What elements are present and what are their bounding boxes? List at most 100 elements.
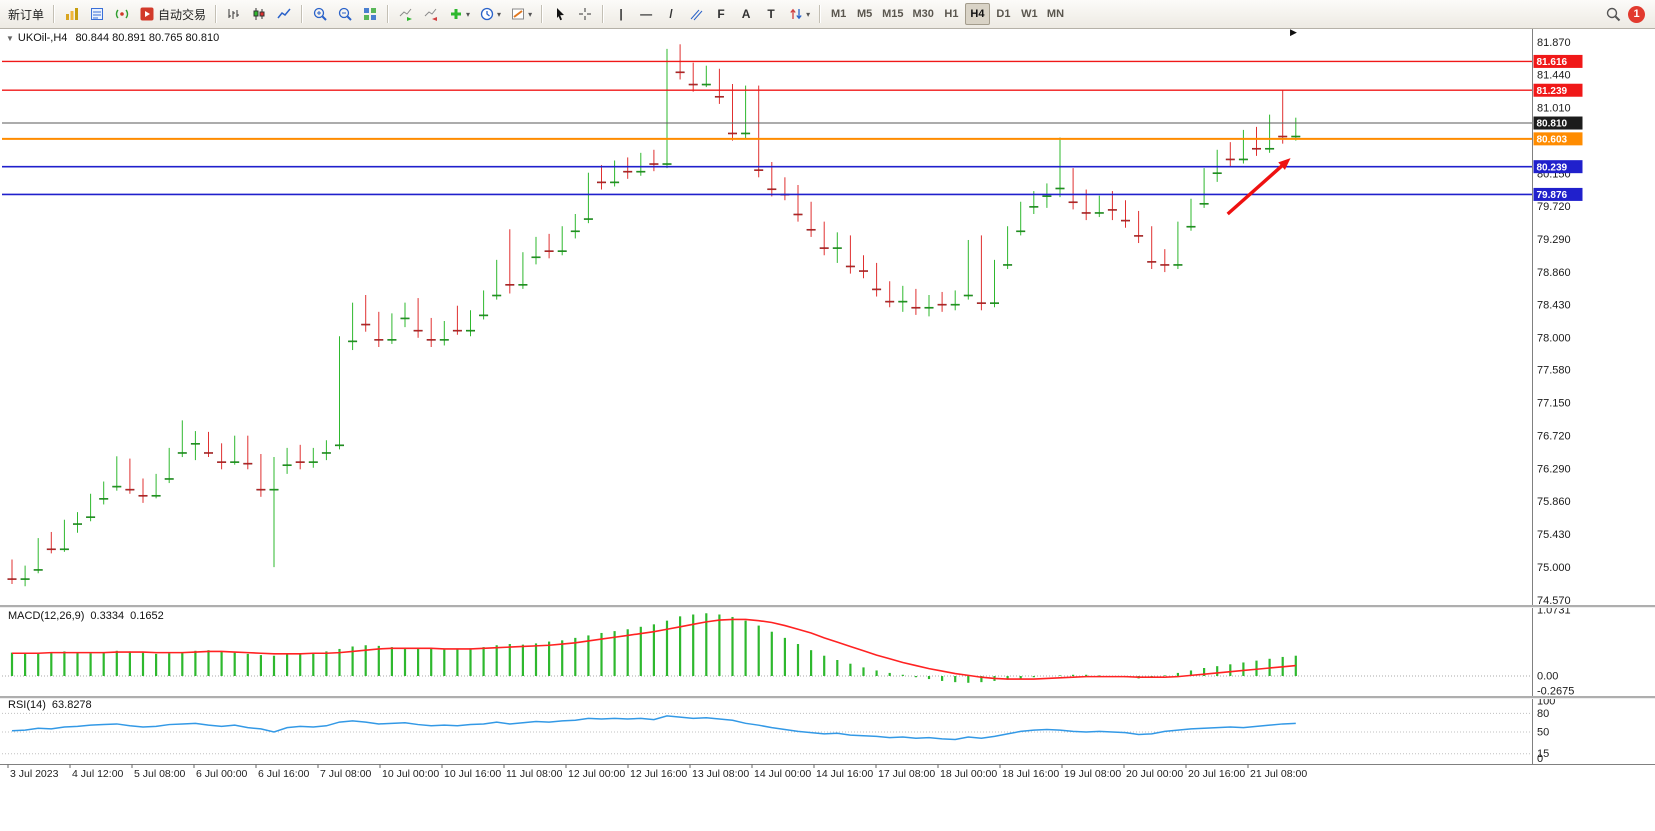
zoom-in-button[interactable] [308,3,332,25]
auto-scroll-button[interactable] [394,3,418,25]
svg-text:18 Jul 16:00: 18 Jul 16:00 [1002,768,1059,780]
svg-text:81.440: 81.440 [1537,70,1571,82]
panel-divider-rsi[interactable] [0,696,1655,699]
chart-shift-button[interactable] [419,3,443,25]
timeframe-m5-button[interactable]: M5 [852,3,877,25]
line-chart-icon [277,8,291,19]
navigator-button[interactable] [110,3,134,25]
rsi-value: 63.8278 [51,699,92,711]
svg-text:81.010: 81.010 [1537,103,1571,115]
chart-shift-icon [424,8,438,21]
svg-text:80.603: 80.603 [1537,134,1568,145]
timeframe-mn-button[interactable]: MN [1043,3,1068,25]
candlestick-chart-button[interactable] [247,3,271,25]
market-watch-icon [66,8,79,20]
svg-text:76.290: 76.290 [1537,463,1571,475]
svg-text:13 Jul 08:00: 13 Jul 08:00 [692,768,749,780]
toolbar-separator [387,5,390,23]
timeframe-w1-button[interactable]: W1 [1017,3,1042,25]
fibonacci-tool-button[interactable]: F [709,3,733,25]
timeframe-m1-button[interactable]: M1 [826,3,851,25]
svg-text:6 Jul 16:00: 6 Jul 16:00 [258,768,310,780]
svg-text:74.570: 74.570 [1537,595,1571,607]
channel-tool-button[interactable] [684,3,708,25]
toolbar-separator [541,5,544,23]
svg-text:75.430: 75.430 [1537,529,1571,541]
search-icon [1606,7,1621,22]
bar-chart-icon [228,9,240,19]
text-tool-button[interactable]: A [734,3,758,25]
zoom-out-button[interactable] [333,3,357,25]
horizontal-line-tool-button[interactable]: — [634,3,658,25]
toolbar: 新订单 自动交易 [0,0,1655,29]
search-button[interactable] [1601,3,1625,25]
autotrading-icon [140,7,154,21]
svg-text:79.876: 79.876 [1537,190,1568,201]
templates-button[interactable]: ▾ [506,3,536,25]
svg-text:78.000: 78.000 [1537,333,1571,345]
new-order-label: 新订单 [8,7,45,22]
svg-text:12 Jul 00:00: 12 Jul 00:00 [568,768,625,780]
cursor-button[interactable] [548,3,572,25]
cursor-icon [557,8,565,21]
svg-text:80: 80 [1537,708,1549,720]
trendline-icon: / [669,7,673,21]
svg-text:-0.2675: -0.2675 [1537,686,1574,698]
vertical-line-tool-button[interactable]: | [609,3,633,25]
zoom-out-icon [338,7,352,21]
horizontal-line-icon: — [640,7,653,21]
arrows-icon [790,8,802,20]
notification-badge[interactable]: 1 [1628,5,1645,23]
svg-text:78.860: 78.860 [1537,267,1571,279]
macd-label: MACD(12,26,9) 0.3334 0.1652 [8,610,170,622]
timeframe-m30-button[interactable]: M30 [909,3,938,25]
indicators-plus-icon [451,9,462,19]
svg-text:78.430: 78.430 [1537,300,1571,312]
line-chart-button[interactable] [272,3,296,25]
bar-chart-button[interactable] [222,3,246,25]
data-window-icon [91,8,104,20]
svg-text:14 Jul 00:00: 14 Jul 00:00 [754,768,811,780]
tile-windows-button[interactable] [358,3,382,25]
svg-text:20 Jul 00:00: 20 Jul 00:00 [1126,768,1183,780]
data-window-button[interactable] [85,3,109,25]
svg-text:81.870: 81.870 [1537,37,1571,49]
equidistant-channel-icon [690,9,703,21]
dropdown-caret-icon: ▾ [466,9,471,19]
svg-text:18 Jul 00:00: 18 Jul 00:00 [940,768,997,780]
dropdown-caret-icon: ▾ [497,9,502,19]
zoom-in-icon [313,7,327,21]
ohlc-values: 80.844 80.891 80.765 80.810 [75,32,220,44]
svg-text:0: 0 [1537,753,1543,765]
crosshair-icon [579,8,592,20]
svg-text:17 Jul 08:00: 17 Jul 08:00 [878,768,935,780]
trendline-tool-button[interactable]: / [659,3,683,25]
timeframe-m15-button[interactable]: M15 [878,3,907,25]
collapse-icon[interactable]: ▼ [6,34,14,43]
clock-icon [480,7,494,21]
shapes-tool-button[interactable]: ▾ [784,3,814,25]
dropdown-caret-icon: ▾ [806,9,811,19]
panel-divider-macd[interactable] [0,605,1655,608]
label-tool-button[interactable]: T [759,3,783,25]
timeframe-h1-button[interactable]: H1 [939,3,964,25]
svg-text:81.616: 81.616 [1537,57,1568,68]
autotrading-button[interactable]: 自动交易 [135,3,210,25]
indicators-button[interactable]: ▾ [444,3,474,25]
dropdown-caret-icon: ▾ [528,9,533,19]
crosshair-button[interactable] [573,3,597,25]
timeframe-h4-button[interactable]: H4 [964,3,990,25]
template-icon [512,8,525,20]
fibonacci-icon: F [717,7,725,21]
periods-button[interactable]: ▾ [475,3,505,25]
new-order-button[interactable]: 新订单 [4,3,48,25]
market-watch-button[interactable] [60,3,84,25]
chart-title: ▼ UKOil-,H4 80.844 80.891 80.765 80.810 [6,32,219,44]
timeframe-d1-button[interactable]: D1 [991,3,1016,25]
scroll-to-end-button[interactable]: ▶ [1290,27,1297,37]
macd-name: MACD(12,26,9) [8,610,85,622]
symbol-label: UKOil-,H4 [17,32,68,44]
label-tool-icon: T [767,7,775,21]
